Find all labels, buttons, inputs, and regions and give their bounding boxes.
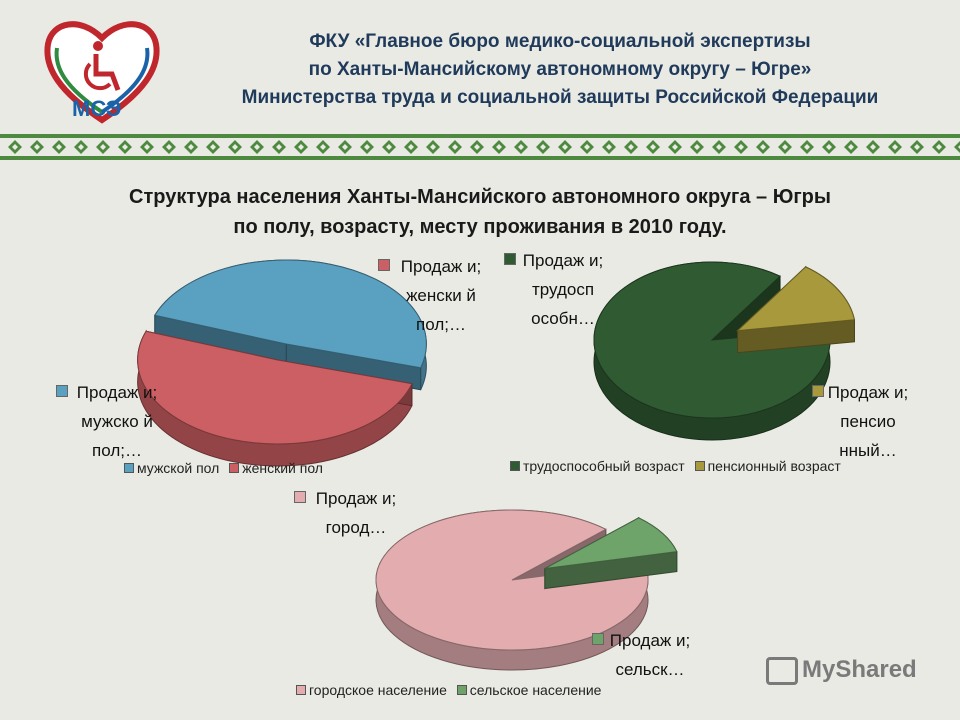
pie-slice-городское население — [375, 509, 649, 651]
ornament-diamond — [646, 140, 660, 154]
watermark: MyShared — [766, 656, 917, 685]
legend-chart-2: трудоспособный возраст пенсионный возрас… — [510, 458, 841, 474]
ornament-diamond — [580, 140, 594, 154]
ornament-diamond — [140, 140, 154, 154]
data-label-rural: Продаж и; сельск… — [592, 626, 692, 684]
ornament-diamond — [250, 140, 264, 154]
legend-key-female — [229, 463, 240, 473]
ornament-diamond — [8, 140, 22, 154]
ornament-diamond — [382, 140, 396, 154]
ornament-diamond — [316, 140, 330, 154]
data-label-urban: Продаж и; город… — [294, 484, 398, 542]
legend-swatch-female — [378, 259, 390, 271]
msje-logo: МСЭ — [40, 12, 164, 128]
data-label-male: Продаж и; мужско й пол;… — [56, 378, 162, 465]
ornament-diamond — [536, 140, 550, 154]
ornament-diamond — [602, 140, 616, 154]
ornament-diamond — [910, 140, 924, 154]
legend-key-pension-age — [694, 461, 705, 471]
ornament-diamond — [624, 140, 638, 154]
watermark-icon — [766, 656, 798, 685]
legend-swatch-rural — [592, 633, 604, 645]
ornament-diamond — [844, 140, 858, 154]
ornament-diamond — [888, 140, 902, 154]
data-label-pension-age: Продаж и; пенсио нный… — [812, 378, 910, 465]
ornament-diamond — [448, 140, 462, 154]
ornament-diamond — [734, 140, 748, 154]
pie-slice-женский пол — [137, 330, 413, 445]
ornament-diamond — [294, 140, 308, 154]
data-label-female-text: Продаж и; женски й пол;… — [400, 257, 482, 334]
data-label-urban-text: Продаж и; город… — [315, 489, 397, 537]
ornament-diamond — [426, 140, 440, 154]
ornament-diamond — [932, 140, 946, 154]
legend-key-male — [124, 463, 134, 473]
ornament-diamond — [800, 140, 814, 154]
slide-title: Структура населения Ханты-Мансийского ав… — [40, 182, 920, 242]
legend-swatch-urban — [294, 491, 306, 503]
legend-key-rural — [456, 685, 467, 695]
ornament-diamond — [866, 140, 880, 154]
pie-slice-сельское население — [544, 517, 678, 570]
ornament-diamond — [492, 140, 506, 154]
legend-item-rural: сельское население — [469, 682, 602, 698]
ornament-diamond — [822, 140, 836, 154]
ornament-diamond — [30, 140, 44, 154]
ornament-diamond — [360, 140, 374, 154]
header-line-3: Министерства труда и социальной защиты Р… — [241, 87, 879, 108]
data-label-rural-text: Продаж и; сельск… — [609, 631, 691, 679]
watermark-text: MyShared — [802, 656, 917, 683]
ornament-diamond — [338, 140, 352, 154]
pie-slice-трудоспособный возраст — [593, 261, 831, 419]
legend-chart-3: городское население сельское население — [296, 682, 601, 698]
legend-item-urban: городское население — [309, 682, 447, 698]
ornament-diamond — [668, 140, 682, 154]
header-line-2: по Ханты-Мансийскому автономному округу … — [308, 59, 812, 80]
ornament-diamond — [470, 140, 484, 154]
ornament-diamond — [184, 140, 198, 154]
legend-swatch-pension-age — [812, 385, 824, 397]
ornament-diamond — [118, 140, 132, 154]
ornament-diamond — [778, 140, 792, 154]
data-label-working-age-text: Продаж и; трудосп особн… — [522, 251, 604, 328]
ornament-diamond — [690, 140, 704, 154]
ornament-diamond — [74, 140, 88, 154]
legend-key-urban — [296, 685, 306, 695]
data-label-pension-age-text: Продаж и; пенсио нный… — [827, 383, 909, 460]
organization-header: ФКУ «Главное бюро медико-социальной эксп… — [180, 28, 940, 112]
legend-item-working-age: трудоспособный возраст — [523, 458, 685, 474]
data-label-working-age: Продаж и; трудосп особн… — [504, 246, 608, 333]
legend-item-female: женский пол — [242, 460, 323, 476]
logo-text: МСЭ — [72, 96, 122, 121]
legend-swatch-working-age — [504, 253, 516, 265]
ornament-diamond — [712, 140, 726, 154]
legend-key-working-age — [510, 461, 520, 471]
ornament-diamond — [756, 140, 770, 154]
slide-title-line-2: по полу, возрасту, месту проживания в 20… — [233, 216, 727, 238]
data-label-female: Продаж и; женски й пол;… — [378, 252, 482, 339]
legend-swatch-male — [56, 385, 68, 397]
ornament-diamond — [272, 140, 286, 154]
legend-item-male: мужской пол — [137, 460, 220, 476]
ornament-diamond — [228, 140, 242, 154]
data-label-male-text: Продаж и; мужско й пол;… — [76, 383, 158, 460]
slide-title-line-1: Структура населения Ханты-Мансийского ав… — [129, 186, 831, 208]
header-line-1: ФКУ «Главное бюро медико-социальной эксп… — [309, 31, 811, 52]
ornament-diamond — [52, 140, 66, 154]
pie-slice-пенсионный возраст — [736, 266, 856, 332]
legend-chart-1: мужской пол женский пол — [124, 460, 323, 476]
ornament-diamond — [162, 140, 176, 154]
legend-item-pension-age: пенсионный возраст — [707, 458, 841, 474]
ornament-diamond — [404, 140, 418, 154]
ornament-diamond — [558, 140, 572, 154]
ornament-border — [0, 134, 960, 160]
ornament-diamond — [206, 140, 220, 154]
ornament-diamond — [96, 140, 110, 154]
ornament-diamond — [514, 140, 528, 154]
pie-slice-мужской пол — [154, 259, 427, 369]
ornament-diamond — [954, 141, 960, 153]
